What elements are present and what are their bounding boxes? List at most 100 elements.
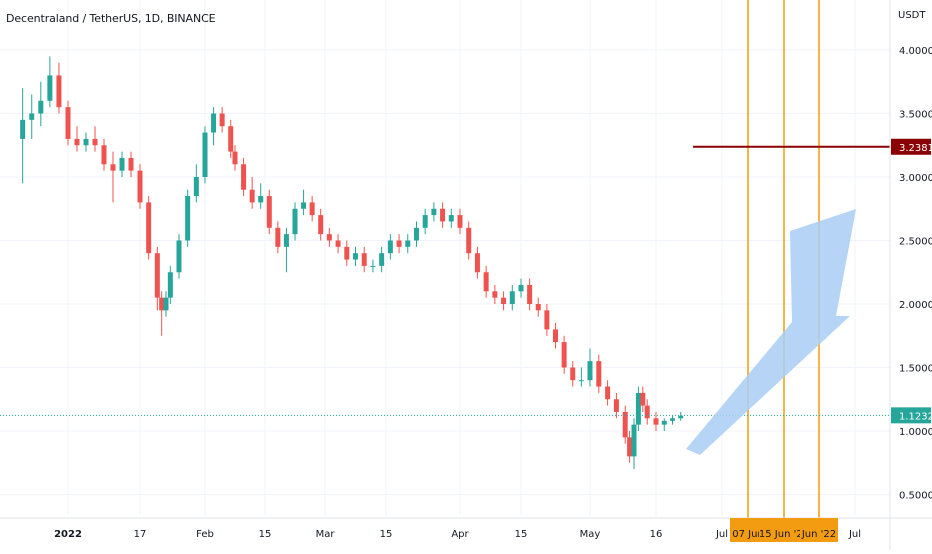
- candle-body: [74, 138, 80, 146]
- candle-body: [509, 291, 515, 304]
- candle: [379, 246, 385, 273]
- candle-body: [29, 113, 35, 120]
- candle-body: [353, 253, 358, 260]
- currency-unit: USDT: [898, 10, 926, 21]
- x-tick-label: Apr: [451, 529, 469, 540]
- candle: [670, 415, 675, 425]
- candle-body: [83, 138, 89, 146]
- candle: [596, 354, 602, 393]
- chart-title: Decentraland / TetherUS, 1D, BINANCE: [6, 12, 216, 25]
- candle-body: [202, 132, 208, 177]
- candle: [20, 88, 26, 184]
- candle: [613, 392, 619, 419]
- candle: [74, 126, 80, 152]
- candle-body: [627, 437, 633, 457]
- candle: [396, 234, 402, 254]
- candle: [301, 189, 307, 216]
- last-price-tag-bg: [891, 407, 931, 424]
- candle-body: [361, 253, 367, 266]
- candle-body: [379, 253, 385, 266]
- candle-body: [644, 405, 650, 419]
- candle: [587, 348, 593, 387]
- candle: [527, 278, 533, 311]
- candle-body: [176, 240, 182, 273]
- candle: [65, 100, 71, 146]
- candle-body: [241, 164, 247, 190]
- candle: [266, 189, 272, 235]
- candle-body: [501, 297, 507, 304]
- candle-body: [128, 157, 134, 171]
- candle: [283, 227, 289, 273]
- candle: [92, 126, 98, 152]
- candle: [387, 234, 393, 260]
- candle-body: [596, 361, 602, 387]
- candle: [457, 208, 463, 235]
- candle-body: [535, 304, 541, 311]
- candle-body: [309, 202, 315, 216]
- candle-body: [301, 202, 307, 209]
- marker-date-tag-bg: [800, 518, 838, 542]
- candle-body: [56, 75, 62, 108]
- candle-body: [553, 329, 558, 343]
- candle-body: [413, 227, 419, 241]
- candle-body: [622, 411, 628, 438]
- candle-body: [65, 107, 71, 139]
- candle-body: [587, 361, 593, 381]
- y-tick-label: 0.5000: [899, 491, 932, 502]
- candle: [228, 119, 234, 158]
- x-tick-label: 15: [259, 529, 272, 540]
- candle: [631, 418, 637, 470]
- x-tick-label: Jul: [715, 529, 728, 540]
- candle: [326, 227, 332, 247]
- candle-body: [578, 380, 584, 382]
- candle-body: [631, 424, 637, 457]
- candle-body: [570, 367, 576, 381]
- candle: [474, 246, 480, 279]
- candle-body: [228, 126, 234, 152]
- y-tick-label: 3.5000: [899, 110, 932, 121]
- resistance-price-tag-bg: [891, 138, 931, 155]
- candle: [678, 411, 684, 421]
- candle: [661, 418, 667, 431]
- candle-body: [137, 170, 143, 203]
- x-tick-label: Feb: [196, 529, 214, 540]
- candle: [258, 183, 264, 209]
- candle: [137, 164, 143, 209]
- candle: [627, 431, 633, 463]
- candle-body: [640, 392, 646, 406]
- candle-body: [370, 265, 376, 267]
- marker-date-tag: 15 Jun '22: [759, 529, 809, 540]
- y-tick-label: 3.0000: [899, 173, 932, 184]
- candle: [605, 380, 611, 406]
- candle: [335, 234, 341, 254]
- candle: [56, 62, 62, 114]
- candle: [422, 208, 428, 235]
- candle: [47, 56, 53, 108]
- candle: [353, 246, 358, 266]
- candle-body: [518, 284, 524, 292]
- candle-body: [249, 189, 255, 203]
- candle: [275, 221, 281, 254]
- candle: [561, 335, 567, 374]
- candle: [413, 221, 419, 247]
- candle-body: [440, 208, 446, 222]
- candle: [241, 157, 247, 197]
- candle: [185, 189, 191, 247]
- y-tick-label: 4.0000: [899, 46, 932, 57]
- candle-body: [653, 418, 659, 425]
- candle-body: [335, 240, 341, 247]
- candle: [492, 284, 498, 304]
- candles: [20, 56, 684, 470]
- x-tick-label: 17: [134, 529, 147, 540]
- candle-body: [396, 240, 402, 247]
- candle-body: [405, 240, 411, 247]
- candle-body: [258, 196, 264, 203]
- candle: [570, 361, 576, 387]
- candle: [483, 265, 489, 298]
- candle-body: [163, 297, 169, 311]
- candle-body: [661, 420, 667, 425]
- candle: [635, 386, 641, 431]
- candle-body: [466, 227, 472, 254]
